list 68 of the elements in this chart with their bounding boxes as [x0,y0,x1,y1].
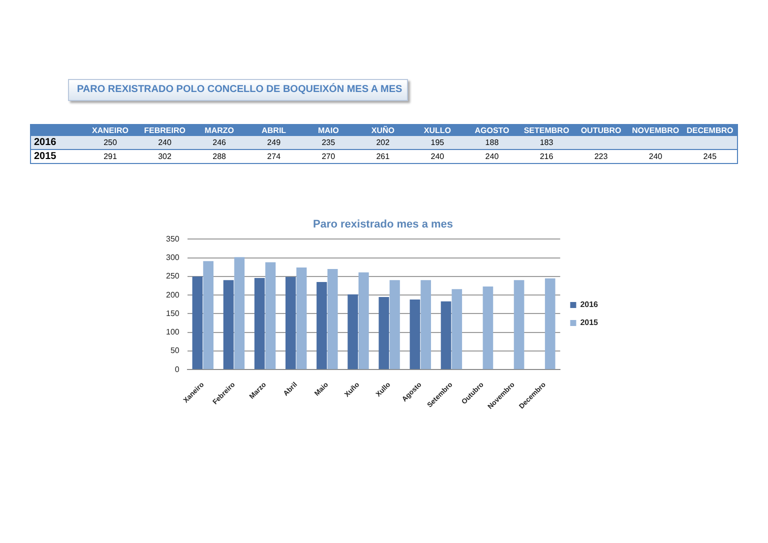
data-label: 216 [538,151,554,163]
bar [482,286,494,370]
bar [265,262,276,370]
bar [285,276,296,370]
data-label: 240 [430,151,446,163]
data-label: 240 [648,151,664,163]
bar [223,280,234,370]
data-label: 291 [102,151,118,163]
category-label: FEBREIRO [143,125,186,136]
data-label: 188 [484,137,500,149]
text: PARO REXISTRADO POLO CONCELLO DE BOQUEIXÓN MES A MES [68,79,408,101]
bar [192,276,203,370]
chart-title: Paro rexistrado mes a mes [312,218,454,231]
data-label: 240 [157,137,172,149]
legend-label: 2016 [580,300,599,310]
bar [203,261,214,370]
y-tick-label: 350 [166,234,180,244]
series-label: 2016 [33,136,58,150]
bar [254,278,265,370]
data-label: 235 [320,137,336,149]
y-tick-label: 250 [166,272,180,281]
data-label: 288 [212,151,227,163]
data-label: 270 [320,151,336,163]
category-label: DECEMBRO [686,125,734,136]
data-label: 183 [538,137,554,149]
data-label: 250 [102,137,118,149]
data-label: 195 [430,137,446,149]
bar [452,289,462,370]
y-tick-label: 50 [170,346,180,356]
category-label: ABRIL [260,125,288,136]
bar [316,282,327,370]
category-label: MAIO [316,125,340,136]
bar [390,280,400,370]
bar [296,268,307,370]
y-tick-label: 200 [166,290,180,300]
bar [348,294,358,370]
bar [234,257,245,370]
data-label: 223 [593,151,609,163]
data-label: 261 [375,151,391,163]
y-tick-label: 100 [166,328,180,337]
category-label: OUTUBRO [580,125,622,136]
category-label: AGOSTO [474,125,510,136]
category-label: XULLO [422,125,452,136]
category-label: SETEMBRO [522,125,570,136]
bar [514,280,524,370]
y-tick-label: 300 [166,253,180,262]
data-label: 240 [484,151,500,163]
bar [420,280,431,370]
bar [378,296,390,370]
series-label: 2015 [33,150,58,164]
y-tick-label: 150 [166,308,180,318]
bar [327,269,338,370]
category-label: NOVEMBRO [631,125,680,136]
data-label: 246 [212,137,227,149]
data-label: 202 [375,137,391,149]
bar [440,301,452,370]
category-label: MARZO [204,125,235,136]
bar [544,278,556,370]
bar [358,272,369,370]
bar [410,300,420,370]
y-tick-label: 0 [174,364,180,374]
legend-label: 2015 [580,318,599,328]
category-label: XUÑO [370,124,396,136]
category-label: XANEIRO [91,125,130,136]
data-label: 274 [266,151,282,163]
data-label: 249 [266,137,282,149]
data-label: 245 [702,151,718,163]
data-label: 302 [157,151,172,163]
